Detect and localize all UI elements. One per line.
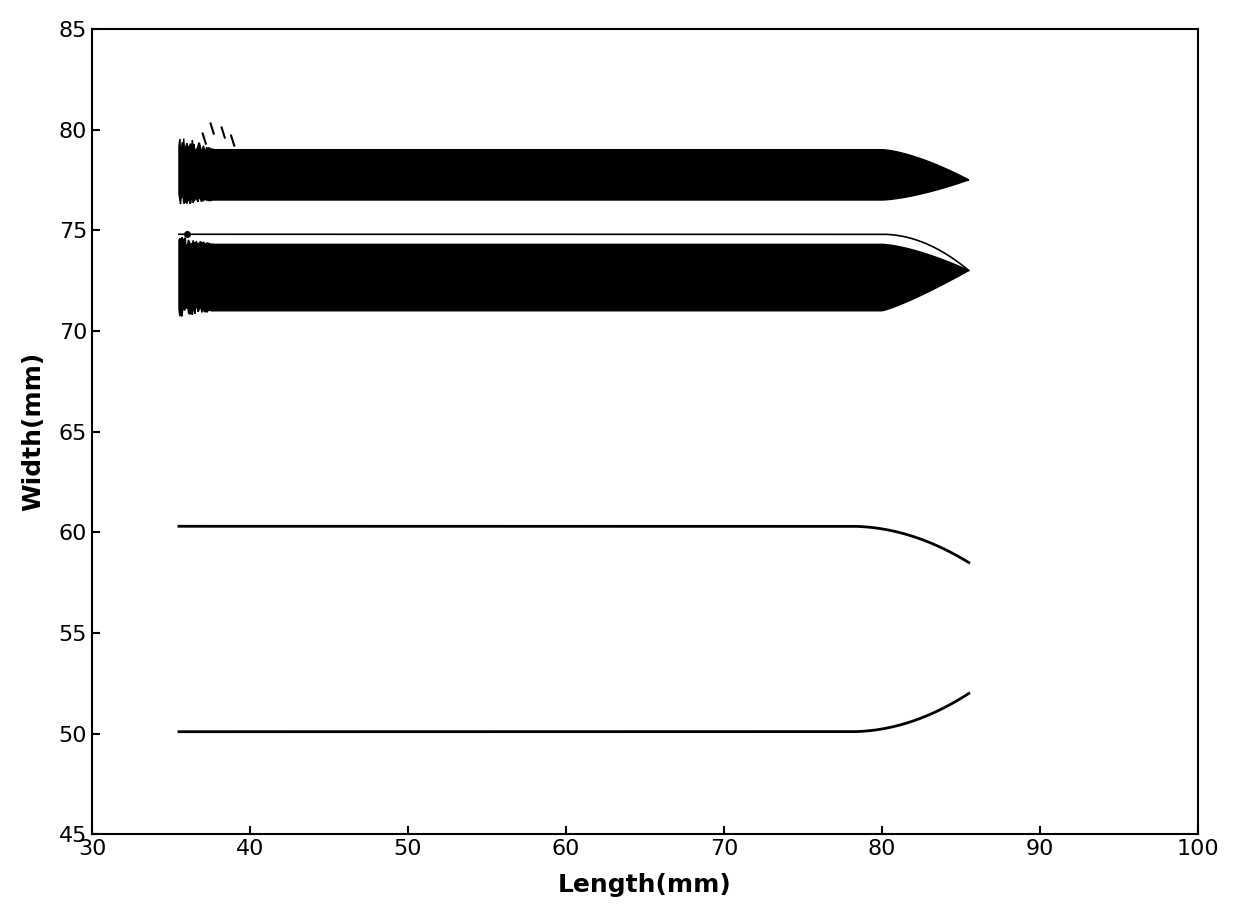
Polygon shape [179, 237, 968, 316]
Y-axis label: Width(mm): Width(mm) [21, 352, 45, 511]
Polygon shape [179, 139, 968, 204]
X-axis label: Length(mm): Length(mm) [558, 873, 732, 897]
